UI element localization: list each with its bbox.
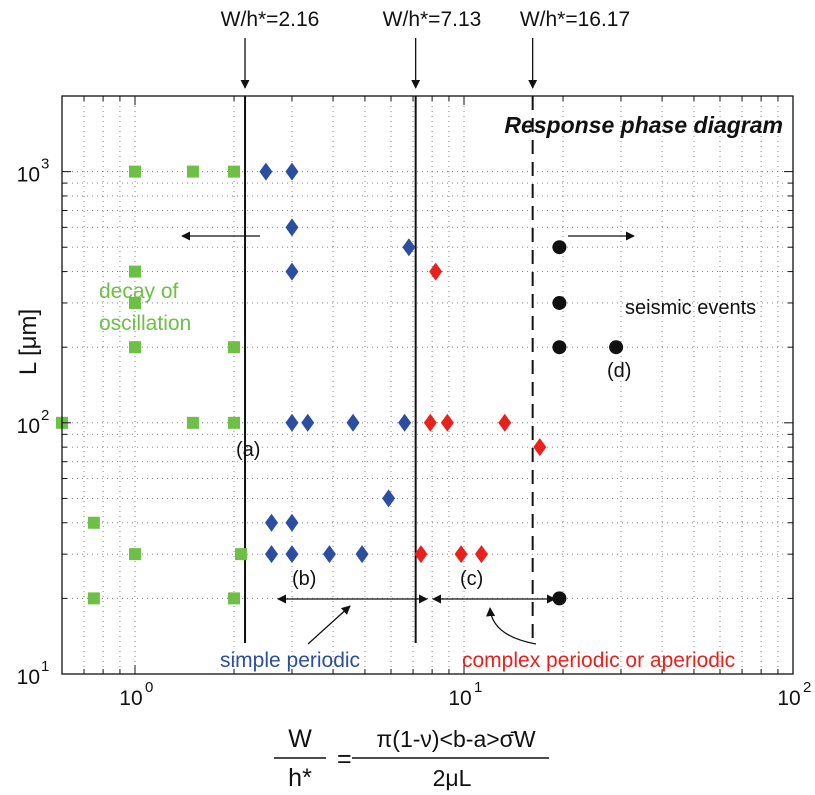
data-point-diamond <box>454 545 468 564</box>
data-point-square <box>128 296 141 309</box>
data-point-square <box>87 516 100 529</box>
annotation-b: (b) <box>292 568 316 590</box>
data-point-diamond <box>265 545 279 564</box>
data-point-diamond <box>285 413 299 432</box>
data-point-diamond <box>322 545 336 564</box>
data-point-square <box>128 265 141 278</box>
chart-title: Response phase diagram <box>504 112 783 138</box>
data-point-square <box>186 416 199 429</box>
x-tick-label: 10 <box>448 687 471 710</box>
data-point-square <box>128 165 141 178</box>
region-label-decay: decay of <box>99 280 179 303</box>
y-tick-label-exponent: 1 <box>41 658 49 675</box>
data-point-circle <box>609 340 624 355</box>
data-point-diamond <box>259 162 273 181</box>
data-point-diamond <box>285 262 299 281</box>
data-point-diamond <box>474 545 488 564</box>
annotation-c: (c) <box>460 568 483 590</box>
region-label-complex-periodic: complex periodic or aperiodic <box>462 649 735 672</box>
annotation-a: (a) <box>236 439 260 461</box>
y-axis-label: L [μm] <box>15 309 42 375</box>
data-point-square <box>128 341 141 354</box>
x-tick-label-exponent: 2 <box>803 679 811 696</box>
data-point-square <box>228 165 241 178</box>
x-label-equals: = <box>337 745 352 773</box>
data-point-diamond <box>355 545 369 564</box>
data-point-square <box>228 592 241 605</box>
data-point-circle <box>552 591 567 606</box>
data-point-diamond <box>285 513 299 532</box>
data-point-diamond <box>346 413 360 432</box>
data-point-circle <box>552 340 567 355</box>
data-point-square <box>228 341 241 354</box>
y-tick-label-exponent: 2 <box>41 407 49 424</box>
arrow-simple-periodic <box>307 605 351 645</box>
y-tick-label: 10 <box>17 415 40 438</box>
data-point-diamond <box>423 413 437 432</box>
annotation-d: (d) <box>607 360 631 382</box>
data-point-diamond <box>265 513 279 532</box>
data-point-square <box>87 592 100 605</box>
region-label-simple-periodic: simple periodic <box>220 649 360 672</box>
data-point-diamond <box>285 162 299 181</box>
data-point-square <box>186 165 199 178</box>
x-label-rhs-numerator: π(1-ν)<b-a>σ̄W <box>376 726 535 752</box>
data-point-diamond <box>285 218 299 237</box>
threshold-label-2: W/h*=7.13 <box>383 8 482 31</box>
data-point-diamond <box>498 413 512 432</box>
x-axis-label: W h* = π(1-ν)<b-a>σ̄W 2μL <box>274 725 549 792</box>
plot-frame <box>61 95 794 675</box>
data-point-diamond <box>398 413 412 432</box>
data-points <box>56 162 624 606</box>
data-point-diamond <box>414 545 428 564</box>
data-point-diamond <box>301 413 315 432</box>
x-label-rhs-denominator: 2μL <box>433 765 472 791</box>
y-tick-label: 10 <box>17 666 40 689</box>
data-point-square <box>128 548 141 561</box>
data-point-diamond <box>440 413 454 432</box>
data-point-square <box>235 548 248 561</box>
x-label-lhs-numerator: W <box>288 725 312 753</box>
threshold-label-1: W/h*=2.16 <box>221 8 320 31</box>
data-point-circle <box>552 240 567 255</box>
threshold-label-3: W/h*=16.17 <box>520 8 630 31</box>
region-arrows <box>181 231 635 645</box>
data-point-diamond <box>382 489 396 508</box>
x-tick-label: 10 <box>777 687 800 710</box>
x-label-lhs-denominator: h* <box>288 764 312 792</box>
arrow-complex-periodic <box>486 607 537 645</box>
y-tick-label-exponent: 3 <box>41 156 49 173</box>
x-tick-label: 10 <box>119 687 142 710</box>
data-point-diamond <box>533 438 547 457</box>
data-point-diamond <box>429 262 443 281</box>
data-point-square <box>228 416 241 429</box>
region-label-oscillation: oscillation <box>99 312 191 335</box>
region-label-seismic: seismic events <box>625 297 756 319</box>
x-tick-label-exponent: 0 <box>145 679 153 696</box>
axis-ticks: 10 0 10 1 10 210 110 210 3 <box>17 96 811 710</box>
data-point-circle <box>552 295 567 310</box>
x-tick-label-exponent: 1 <box>474 679 482 696</box>
data-point-diamond <box>285 545 299 564</box>
y-tick-label: 10 <box>17 164 40 187</box>
data-point-diamond <box>402 238 416 257</box>
grid <box>61 96 793 674</box>
